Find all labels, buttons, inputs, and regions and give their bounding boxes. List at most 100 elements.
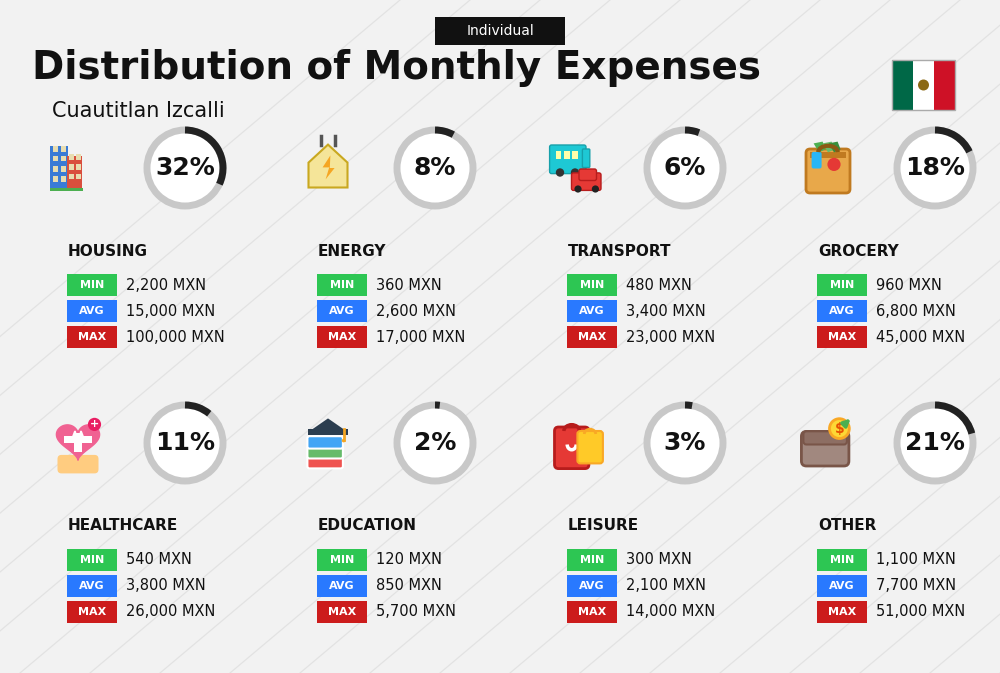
FancyBboxPatch shape bbox=[57, 455, 98, 473]
Text: +: + bbox=[90, 419, 99, 429]
Text: HEALTHCARE: HEALTHCARE bbox=[68, 518, 178, 534]
FancyBboxPatch shape bbox=[817, 326, 867, 348]
FancyBboxPatch shape bbox=[53, 155, 58, 162]
Polygon shape bbox=[829, 141, 841, 152]
Polygon shape bbox=[823, 141, 835, 152]
FancyBboxPatch shape bbox=[53, 176, 58, 182]
Text: 850 MXN: 850 MXN bbox=[376, 579, 442, 594]
FancyBboxPatch shape bbox=[61, 155, 66, 162]
Circle shape bbox=[397, 405, 473, 481]
FancyBboxPatch shape bbox=[69, 164, 74, 170]
Text: 6,800 MXN: 6,800 MXN bbox=[876, 304, 956, 318]
FancyBboxPatch shape bbox=[892, 60, 913, 110]
FancyBboxPatch shape bbox=[572, 173, 601, 190]
Circle shape bbox=[647, 130, 723, 206]
Circle shape bbox=[897, 130, 973, 206]
FancyBboxPatch shape bbox=[317, 601, 367, 623]
Text: 5,700 MXN: 5,700 MXN bbox=[376, 604, 456, 620]
FancyBboxPatch shape bbox=[810, 152, 846, 157]
FancyBboxPatch shape bbox=[567, 274, 617, 296]
FancyBboxPatch shape bbox=[307, 436, 343, 449]
FancyBboxPatch shape bbox=[577, 431, 603, 464]
FancyBboxPatch shape bbox=[67, 274, 117, 296]
Circle shape bbox=[88, 418, 101, 431]
Text: 2,600 MXN: 2,600 MXN bbox=[376, 304, 456, 318]
Text: Cuautitlan Izcalli: Cuautitlan Izcalli bbox=[52, 101, 225, 121]
FancyBboxPatch shape bbox=[76, 164, 81, 170]
Text: MIN: MIN bbox=[330, 555, 354, 565]
FancyBboxPatch shape bbox=[803, 431, 847, 444]
FancyBboxPatch shape bbox=[567, 575, 617, 597]
Text: $: $ bbox=[835, 421, 844, 435]
Circle shape bbox=[592, 185, 599, 192]
Text: 2%: 2% bbox=[414, 431, 456, 455]
Text: MAX: MAX bbox=[828, 607, 856, 617]
Text: 14,000 MXN: 14,000 MXN bbox=[626, 604, 715, 620]
FancyBboxPatch shape bbox=[817, 575, 867, 597]
Text: 480 MXN: 480 MXN bbox=[626, 277, 692, 293]
FancyBboxPatch shape bbox=[817, 274, 867, 296]
FancyBboxPatch shape bbox=[307, 446, 343, 458]
FancyBboxPatch shape bbox=[567, 326, 617, 348]
Circle shape bbox=[830, 419, 849, 439]
FancyBboxPatch shape bbox=[317, 549, 367, 571]
FancyBboxPatch shape bbox=[67, 156, 82, 190]
Text: 300 MXN: 300 MXN bbox=[626, 553, 692, 567]
Text: 3,800 MXN: 3,800 MXN bbox=[126, 579, 206, 594]
Text: Distribution of Monthly Expenses: Distribution of Monthly Expenses bbox=[32, 49, 761, 87]
FancyBboxPatch shape bbox=[435, 17, 565, 45]
Text: AVG: AVG bbox=[829, 581, 855, 591]
Text: 2,200 MXN: 2,200 MXN bbox=[126, 277, 206, 293]
Text: GROCERY: GROCERY bbox=[818, 244, 899, 258]
Text: AVG: AVG bbox=[579, 581, 605, 591]
FancyBboxPatch shape bbox=[61, 166, 66, 172]
Text: AVG: AVG bbox=[829, 306, 855, 316]
FancyBboxPatch shape bbox=[817, 549, 867, 571]
FancyBboxPatch shape bbox=[564, 151, 570, 159]
Circle shape bbox=[147, 405, 223, 481]
FancyBboxPatch shape bbox=[817, 601, 867, 623]
Text: 120 MXN: 120 MXN bbox=[376, 553, 442, 567]
Polygon shape bbox=[323, 155, 335, 180]
FancyBboxPatch shape bbox=[67, 549, 117, 571]
Text: HOUSING: HOUSING bbox=[68, 244, 148, 258]
FancyBboxPatch shape bbox=[817, 300, 867, 322]
Text: 1,100 MXN: 1,100 MXN bbox=[876, 553, 956, 567]
Circle shape bbox=[571, 168, 579, 177]
Polygon shape bbox=[308, 145, 348, 188]
FancyBboxPatch shape bbox=[567, 300, 617, 322]
FancyBboxPatch shape bbox=[53, 166, 58, 172]
FancyBboxPatch shape bbox=[76, 174, 81, 180]
FancyBboxPatch shape bbox=[50, 188, 82, 191]
Text: 21%: 21% bbox=[905, 431, 965, 455]
Text: 360 MXN: 360 MXN bbox=[376, 277, 442, 293]
FancyBboxPatch shape bbox=[74, 433, 82, 452]
Text: AVG: AVG bbox=[79, 306, 105, 316]
FancyBboxPatch shape bbox=[554, 427, 589, 468]
Text: MAX: MAX bbox=[578, 607, 606, 617]
FancyBboxPatch shape bbox=[61, 176, 66, 182]
Text: 8%: 8% bbox=[414, 156, 456, 180]
Circle shape bbox=[827, 157, 841, 171]
Text: 960 MXN: 960 MXN bbox=[876, 277, 942, 293]
Text: MAX: MAX bbox=[78, 607, 106, 617]
Text: 45,000 MXN: 45,000 MXN bbox=[876, 330, 965, 345]
Circle shape bbox=[147, 130, 223, 206]
Text: MIN: MIN bbox=[330, 280, 354, 290]
FancyBboxPatch shape bbox=[67, 601, 117, 623]
Text: ENERGY: ENERGY bbox=[318, 244, 386, 258]
Circle shape bbox=[397, 130, 473, 206]
Text: 540 MXN: 540 MXN bbox=[126, 553, 192, 567]
FancyBboxPatch shape bbox=[67, 300, 117, 322]
FancyBboxPatch shape bbox=[567, 601, 617, 623]
FancyBboxPatch shape bbox=[806, 149, 850, 193]
Text: MIN: MIN bbox=[830, 555, 854, 565]
Polygon shape bbox=[814, 141, 826, 152]
Text: 2,100 MXN: 2,100 MXN bbox=[626, 579, 706, 594]
FancyBboxPatch shape bbox=[64, 436, 92, 443]
FancyBboxPatch shape bbox=[572, 151, 578, 159]
FancyBboxPatch shape bbox=[812, 152, 822, 168]
Text: MAX: MAX bbox=[828, 332, 856, 342]
FancyBboxPatch shape bbox=[317, 300, 367, 322]
FancyBboxPatch shape bbox=[67, 575, 117, 597]
